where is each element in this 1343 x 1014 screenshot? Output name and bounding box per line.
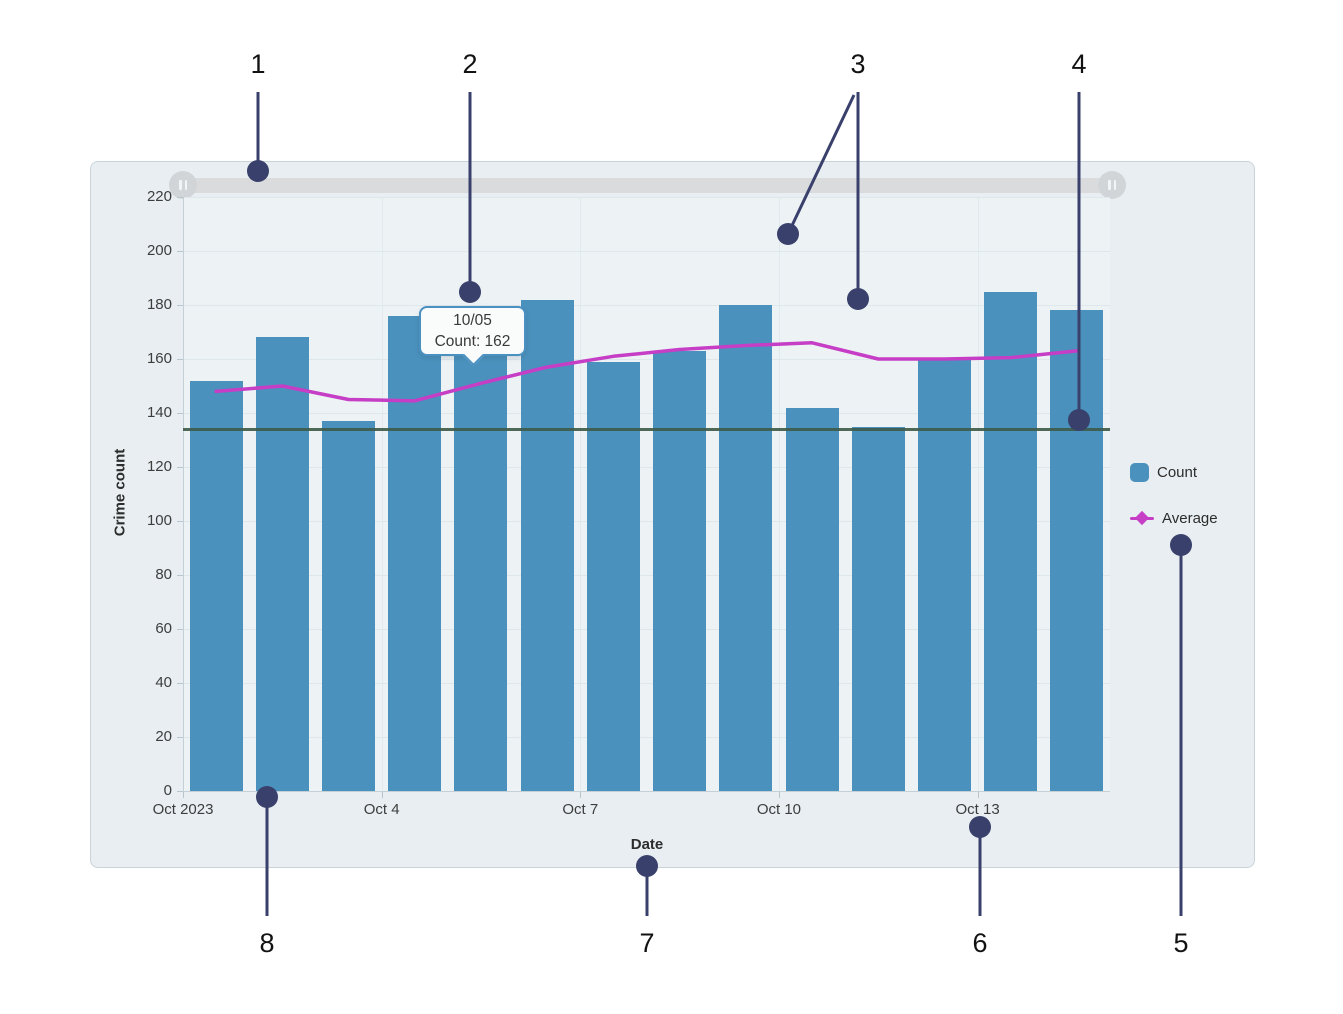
reference-line [183, 427, 1110, 431]
y-tick-mark [177, 683, 183, 684]
y-tick-mark [177, 791, 183, 792]
count-bar[interactable] [520, 299, 574, 791]
y-axis-title: Crime count [111, 448, 129, 537]
count-swatch-icon [1130, 462, 1149, 482]
x-tick-label: Oct 7 [562, 801, 599, 818]
x-tick-mark [183, 792, 184, 798]
legend-item-count[interactable]: Count [1130, 461, 1270, 483]
count-bar[interactable] [189, 380, 243, 791]
callout-number-7: 7 [639, 928, 655, 958]
x-axis-title: Date [630, 836, 664, 853]
count-bar[interactable] [454, 353, 508, 791]
horizontal-gridline [183, 521, 1110, 522]
legend-count-label: Count [1157, 463, 1198, 481]
slider-right-handle[interactable] [1098, 171, 1126, 199]
count-bar[interactable] [719, 305, 773, 791]
horizontal-gridline [183, 359, 1110, 360]
horizontal-gridline [183, 413, 1110, 414]
y-tick-label: 120 [146, 458, 172, 475]
tooltip-value: Count: 162 [434, 333, 511, 350]
grip-icon [1108, 180, 1111, 190]
y-tick-label: 100 [146, 512, 172, 529]
x-tick-mark [381, 792, 383, 798]
callout-number-1: 1 [250, 49, 266, 79]
callout-number-8: 8 [259, 928, 275, 958]
horizontal-gridline [183, 305, 1110, 306]
y-tick-label: 0 [163, 782, 172, 799]
tooltip-date: 10/05 [453, 312, 492, 329]
y-tick-label: 180 [146, 296, 172, 313]
y-tick-mark [177, 413, 183, 414]
callout-number-3: 3 [850, 49, 866, 79]
count-bar[interactable] [851, 426, 905, 791]
y-tick-label: 20 [155, 728, 172, 745]
horizontal-gridline [183, 683, 1110, 684]
callout-number-2: 2 [462, 49, 478, 79]
x-tick-label: Oct 13 [955, 801, 1000, 818]
x-tick-mark [977, 792, 979, 798]
y-tick-label: 60 [155, 620, 172, 637]
vertical-gridline [778, 197, 780, 791]
y-tick-label: 200 [146, 242, 172, 259]
y-tick-mark [177, 737, 183, 738]
time-range-slider-track[interactable] [170, 178, 1125, 193]
count-bar[interactable] [785, 407, 839, 791]
x-tick-label: Oct 10 [756, 801, 802, 818]
y-tick-mark [177, 197, 183, 198]
y-tick-mark [177, 575, 183, 576]
vertical-gridline [977, 197, 979, 791]
count-bar[interactable] [653, 350, 707, 791]
legend-average-label: Average [1162, 509, 1218, 527]
legend-item-average[interactable]: Average [1130, 507, 1270, 529]
y-tick-label: 140 [146, 404, 172, 421]
count-bar[interactable] [1050, 310, 1104, 791]
count-bar[interactable] [984, 291, 1038, 791]
horizontal-gridline [183, 629, 1110, 630]
y-tick-label: 160 [146, 350, 172, 367]
average-line [214, 341, 1079, 403]
vertical-gridline [381, 197, 383, 791]
y-tick-label: 40 [155, 674, 172, 691]
count-bar[interactable] [917, 359, 971, 791]
x-axis-line [183, 791, 1110, 792]
x-tick-label: Oct 2023 [152, 801, 214, 818]
horizontal-gridline [183, 251, 1110, 252]
horizontal-gridline [183, 737, 1110, 738]
y-axis-line [183, 197, 184, 791]
chart-legend: Count Average [1130, 461, 1270, 553]
callout-number-6: 6 [972, 928, 988, 958]
count-bar[interactable] [255, 337, 309, 791]
horizontal-gridline [183, 197, 1110, 198]
slider-left-handle[interactable] [169, 171, 197, 199]
y-tick-mark [177, 629, 183, 630]
y-tick-label: 80 [155, 566, 172, 583]
horizontal-gridline [183, 467, 1110, 468]
x-tick-mark [778, 792, 780, 798]
callout-number-5: 5 [1173, 928, 1189, 958]
y-tick-mark [177, 251, 183, 252]
y-tick-mark [177, 359, 183, 360]
average-line-marker-icon [1130, 508, 1154, 528]
grip-icon [184, 180, 187, 190]
callout-number-4: 4 [1071, 49, 1087, 79]
vertical-gridline [580, 197, 582, 791]
y-tick-label: 220 [146, 188, 172, 205]
y-tick-mark [177, 467, 183, 468]
grip-icon [179, 180, 182, 190]
horizontal-gridline [183, 575, 1110, 576]
count-bar[interactable] [586, 361, 640, 791]
y-tick-mark [177, 305, 183, 306]
y-tick-mark [177, 521, 183, 522]
grip-icon [1113, 180, 1116, 190]
chart-tooltip: 10/05 Count: 162 [419, 306, 526, 356]
count-bar[interactable] [322, 421, 376, 791]
x-tick-mark [580, 792, 582, 798]
x-tick-label: Oct 4 [363, 801, 400, 818]
